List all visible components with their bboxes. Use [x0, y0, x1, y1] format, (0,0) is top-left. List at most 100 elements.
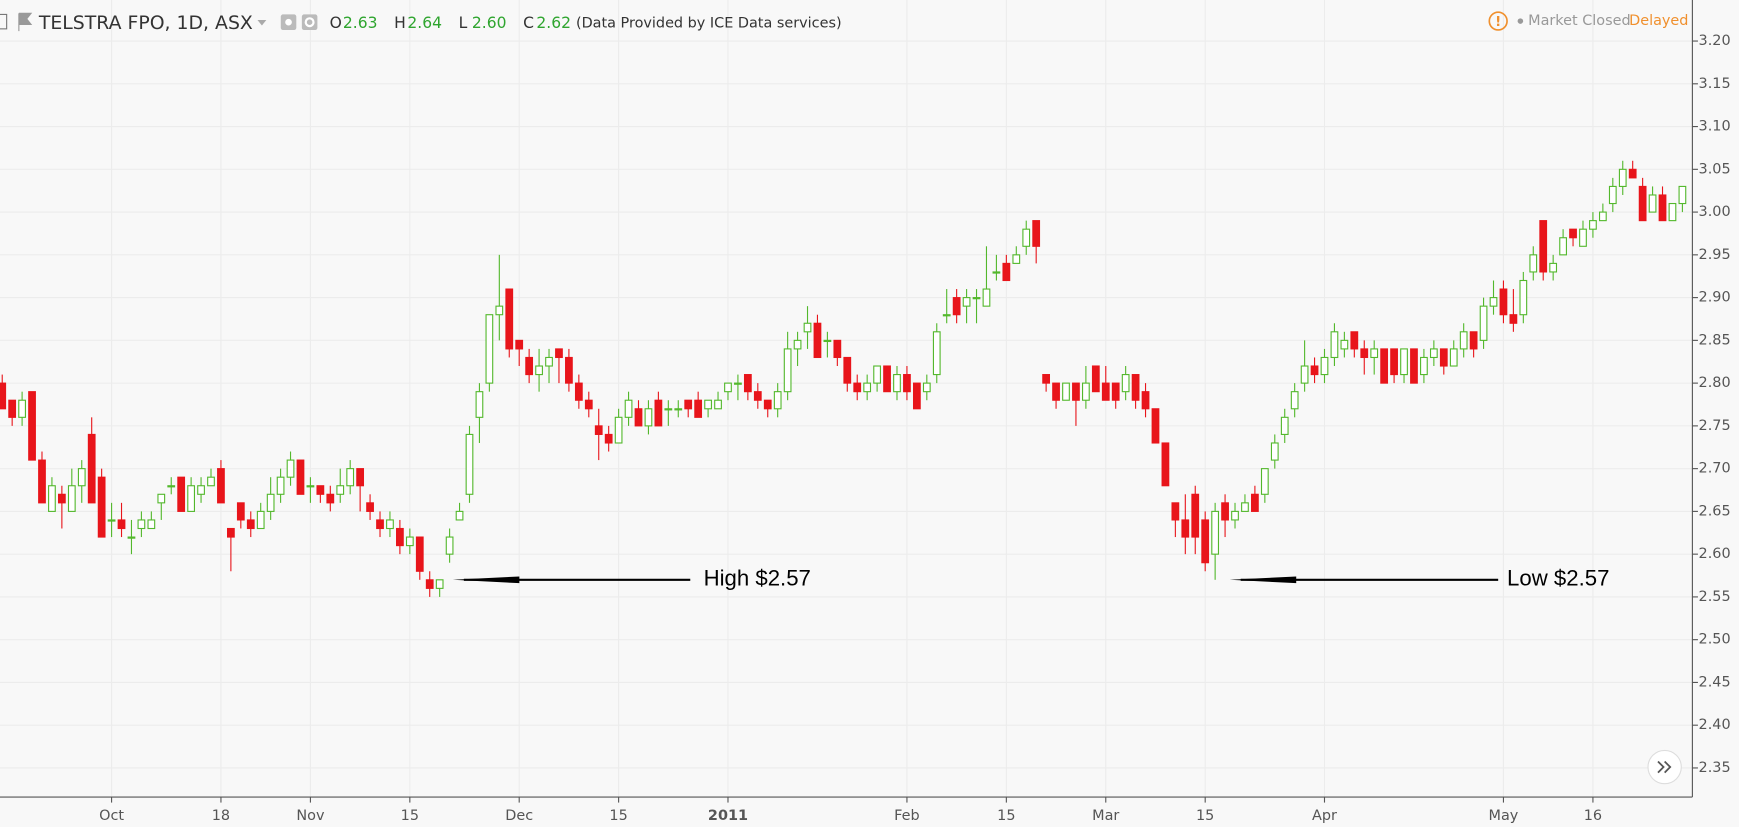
annotation-arrowhead	[452, 576, 520, 584]
candle-body	[326, 493, 335, 504]
candle-body	[1052, 382, 1060, 401]
candle-body	[584, 399, 593, 410]
candle-body	[1459, 331, 1468, 350]
candle-body	[1022, 228, 1031, 247]
candle-body	[1569, 228, 1577, 239]
annotation-text: Low $2.57	[1507, 566, 1609, 591]
candle-body	[863, 382, 872, 393]
y-tick-label: 2.90	[1699, 290, 1731, 306]
candle-body	[734, 382, 742, 385]
candle-body	[932, 331, 941, 376]
candle-body	[574, 382, 583, 401]
y-tick-label: 2.70	[1699, 461, 1731, 477]
candle-body	[1032, 220, 1041, 247]
candle-body	[1648, 194, 1657, 213]
candle-body	[117, 519, 126, 530]
axes: 2.35 2.40 2.45 2.50 2.55 2.60 2.65 2.70 2.75 2.80…	[99, 33, 1731, 824]
x-tick-label: Dec	[505, 808, 533, 824]
y-tick-label: 3.10	[1699, 119, 1731, 135]
candle-body	[1608, 185, 1617, 205]
candle-body	[1251, 493, 1259, 512]
candle-body	[634, 408, 643, 427]
ohlc-label: L	[459, 14, 468, 32]
candle-body	[853, 382, 862, 393]
candle-body	[1330, 331, 1339, 359]
y-tick-label: 2.80	[1699, 375, 1731, 391]
annotation-arrowhead	[1229, 576, 1297, 584]
candle-body	[465, 433, 474, 495]
candle-body	[515, 339, 524, 350]
candle-body	[1082, 382, 1090, 401]
flag-icon[interactable]	[18, 12, 33, 32]
candle-body	[565, 356, 573, 384]
symbol-title[interactable]: TELSTRA FPO, 1D, ASX	[38, 12, 253, 34]
ohlc-label: H	[394, 14, 406, 32]
candle-body	[833, 339, 842, 359]
candle-body	[1270, 442, 1279, 461]
y-tick-label: 2.75	[1699, 418, 1731, 434]
candle-body	[1221, 502, 1229, 521]
warning-icon[interactable]	[1488, 11, 1508, 31]
candle-body	[803, 322, 812, 333]
candle-body	[366, 502, 374, 512]
candle-body	[823, 339, 832, 343]
candle-body	[286, 459, 295, 478]
candle-body	[1420, 356, 1428, 376]
candle-body	[843, 356, 852, 384]
candle-body	[137, 519, 146, 530]
dropdown-caret[interactable]	[257, 19, 267, 26]
candle-body	[893, 374, 901, 393]
candle-body	[1290, 391, 1299, 410]
candle-body	[753, 391, 762, 401]
candle-body	[922, 382, 931, 393]
candle-body	[425, 579, 434, 589]
candle-body	[1380, 348, 1389, 384]
x-tick-label: Oct	[99, 808, 124, 824]
candle-body	[684, 399, 693, 410]
annotation-text: High $2.57	[704, 566, 811, 591]
candle-body	[883, 365, 891, 393]
x-tick-label: Nov	[296, 808, 325, 824]
candle-body	[535, 365, 543, 376]
candle-body	[346, 468, 355, 487]
candle-body	[1201, 519, 1210, 564]
candle-body	[1638, 185, 1647, 222]
candle-body	[525, 356, 534, 376]
candle-body	[1479, 305, 1488, 341]
candle-body	[18, 399, 26, 418]
y-tick-label: 2.95	[1699, 247, 1731, 263]
candle-body	[674, 408, 683, 411]
candle-body	[296, 459, 305, 495]
candle-body	[1181, 519, 1190, 538]
x-tick-label: 16	[1584, 808, 1602, 824]
candle-body	[28, 391, 36, 461]
collapse-icon[interactable]	[0, 13, 8, 30]
candle-body	[1549, 262, 1558, 273]
candle-body	[1449, 348, 1458, 367]
candle-body	[1678, 185, 1687, 205]
candle-body	[594, 425, 603, 435]
candle-body	[1668, 202, 1677, 222]
candle-body	[873, 365, 881, 384]
ohlc-value: 2.60	[472, 14, 507, 32]
candle-body	[604, 433, 613, 444]
scroll-chevron	[1657, 760, 1672, 774]
y-tick-label: 2.85	[1699, 332, 1731, 348]
candles	[0, 160, 1687, 597]
candle-body	[157, 493, 166, 504]
candle-body	[704, 399, 712, 410]
candle-body	[1241, 502, 1249, 512]
candle-body	[1390, 348, 1398, 376]
x-tick-label: 15	[401, 808, 419, 824]
settings-icon[interactable]	[301, 14, 318, 30]
candle-body	[1410, 348, 1418, 384]
y-tick-label: 3.15	[1699, 76, 1731, 92]
x-tick-label: 15	[609, 808, 627, 824]
y-tick-label: 2.35	[1699, 760, 1731, 776]
candle-body	[992, 271, 1001, 274]
candle-body	[236, 502, 245, 521]
ohlc-value: 2.62	[536, 14, 571, 32]
candle-body	[1131, 374, 1140, 401]
candle-body	[1280, 416, 1289, 435]
market-status: Market Closed	[1528, 13, 1630, 29]
